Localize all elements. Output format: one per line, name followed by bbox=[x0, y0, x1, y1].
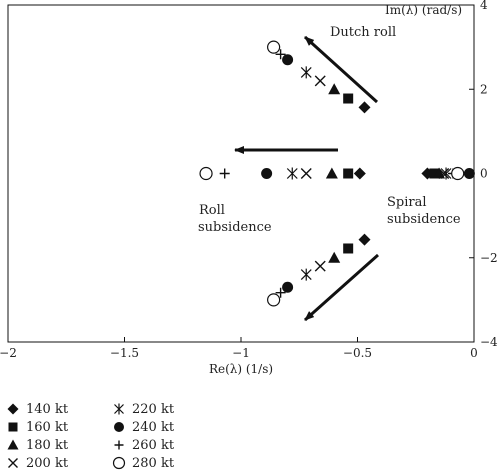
legend-item: 260 kt bbox=[112, 436, 174, 454]
legend-label: 160 kt bbox=[26, 419, 69, 435]
data-point-square bbox=[343, 243, 354, 254]
data-point-square bbox=[343, 168, 354, 179]
x-tick-label: −0.5 bbox=[343, 346, 372, 360]
data-point-diamond bbox=[353, 167, 366, 180]
data-point-circle bbox=[282, 281, 294, 293]
data-point-square bbox=[429, 168, 440, 179]
dutch-roll-label: Dutch roll bbox=[330, 25, 396, 40]
legend-item: 180 kt bbox=[6, 436, 68, 454]
legend-marker-x bbox=[8, 458, 18, 468]
data-point-open-circle bbox=[199, 166, 213, 181]
data-point-plus bbox=[275, 49, 286, 60]
legend-marker-open-circle bbox=[112, 456, 126, 470]
data-point-triangle bbox=[328, 251, 341, 263]
data-point-triangle bbox=[328, 83, 341, 95]
series-240-kt bbox=[261, 54, 475, 293]
data-point-plus bbox=[219, 168, 230, 179]
legend-label: 260 kt bbox=[132, 437, 175, 453]
data-point-asterisk bbox=[286, 167, 298, 180]
legend-item: 140 kt bbox=[6, 400, 68, 418]
data-point-asterisk bbox=[440, 167, 452, 180]
data-point-circle bbox=[282, 54, 294, 66]
y-tick-label: 2 bbox=[480, 82, 488, 96]
spiral-subsidence-label-line1: Spiral bbox=[387, 195, 427, 210]
legend-marker-diamond bbox=[7, 403, 19, 415]
legend-label: 220 kt bbox=[132, 401, 175, 417]
dutch-roll-arrow bbox=[303, 35, 379, 104]
series-200-kt bbox=[300, 75, 450, 272]
data-point-open-circle bbox=[267, 40, 281, 54]
y-tick-label: −4 bbox=[480, 335, 498, 349]
legend-item: 240 kt bbox=[112, 418, 174, 436]
roll-subsidence-label-line2: subsidence bbox=[198, 220, 272, 235]
series-160-kt bbox=[343, 93, 440, 254]
legend-item: 280 kt bbox=[112, 454, 174, 472]
data-point-open-circle bbox=[267, 293, 281, 307]
data-point-asterisk bbox=[300, 66, 312, 79]
series-280-kt bbox=[199, 40, 465, 307]
x-tick-label: −2 bbox=[0, 346, 17, 360]
legend: 140 kt 160 kt 180 kt 200 kt 220 kt 240 kt 260 … bbox=[0, 400, 320, 473]
legend-label: 240 kt bbox=[132, 419, 175, 435]
data-point-square bbox=[343, 93, 354, 104]
legend-label: 180 kt bbox=[26, 437, 69, 453]
data-point-open-circle bbox=[451, 166, 465, 181]
roll-subsidence-label-line1: Roll bbox=[199, 203, 225, 218]
data-point-x bbox=[438, 168, 450, 179]
series-220-kt bbox=[286, 66, 452, 281]
data-marks bbox=[199, 40, 475, 307]
legend-marker-asterisk bbox=[114, 403, 124, 415]
lower-dutch-roll-arrow bbox=[304, 253, 379, 322]
legend-label: 140 kt bbox=[26, 401, 69, 417]
x-tick-label: −1.5 bbox=[110, 346, 139, 360]
data-point-diamond bbox=[358, 233, 371, 246]
data-point-plus bbox=[275, 287, 286, 298]
spiral-subsidence-label-line2: subsidence bbox=[387, 212, 461, 227]
x-tick-label: 0 bbox=[470, 346, 478, 360]
data-point-x bbox=[314, 75, 326, 87]
legend-item: 200 kt bbox=[6, 454, 68, 472]
data-point-circle bbox=[261, 168, 273, 179]
data-point-triangle bbox=[325, 167, 338, 179]
data-point-diamond bbox=[358, 101, 371, 114]
y-tick-label: 4 bbox=[480, 0, 488, 12]
x-axis-label: Re(λ) (1/s) bbox=[209, 362, 273, 376]
legend-marker-circle bbox=[114, 422, 124, 432]
legend-marker-square bbox=[8, 422, 18, 432]
legend-marker-triangle bbox=[7, 439, 19, 450]
legend-item: 160 kt bbox=[6, 418, 68, 436]
data-point-x bbox=[300, 168, 312, 179]
y-tick-label: 0 bbox=[480, 167, 488, 181]
plot-frame bbox=[7, 4, 475, 343]
data-point-x bbox=[314, 260, 326, 272]
legend-label: 280 kt bbox=[132, 455, 175, 471]
data-point-asterisk bbox=[300, 268, 312, 281]
y-axis-label: Im(λ) (rad/s) bbox=[385, 3, 462, 17]
data-point-circle bbox=[463, 168, 475, 179]
legend-marker-plus bbox=[114, 440, 124, 450]
y-tick-label: −2 bbox=[480, 251, 498, 265]
legend-label: 200 kt bbox=[26, 455, 69, 471]
legend-item: 220 kt bbox=[112, 400, 174, 418]
x-tick-label: −1 bbox=[232, 346, 250, 360]
